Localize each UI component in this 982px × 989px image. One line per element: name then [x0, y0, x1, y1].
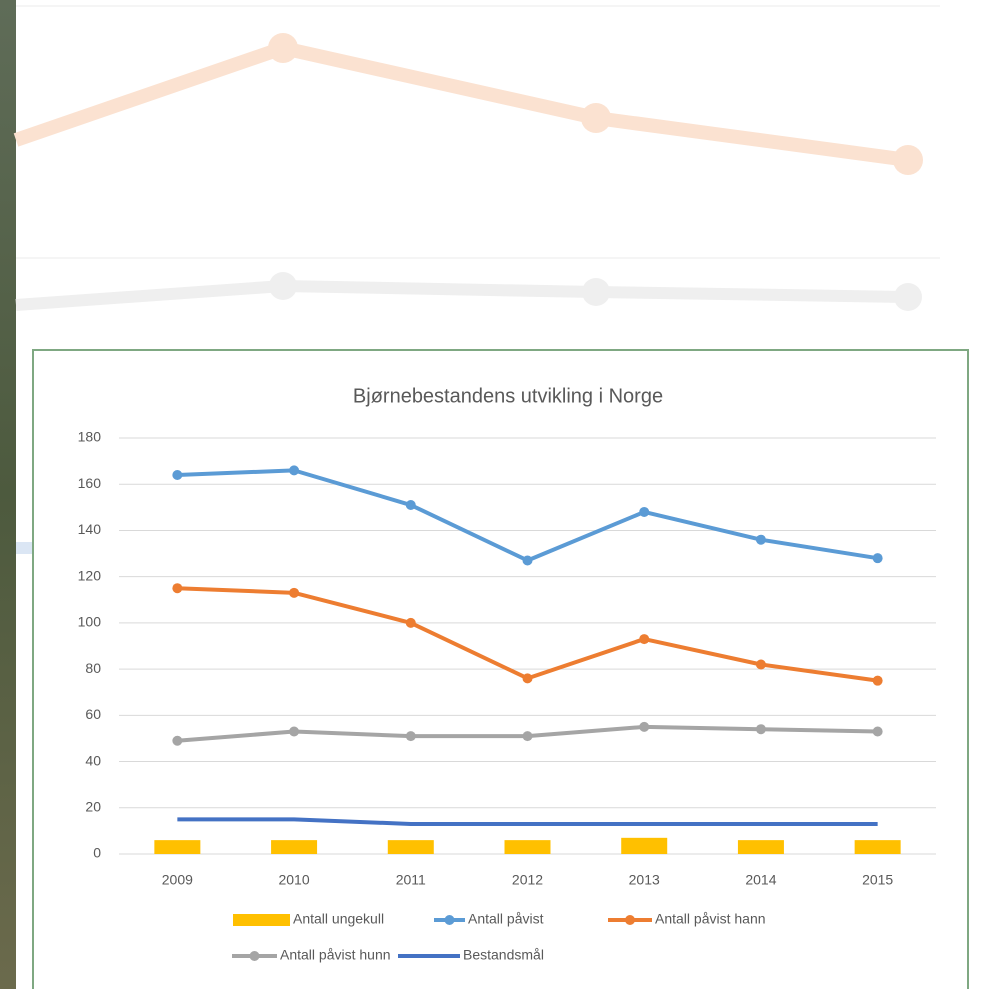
point	[756, 535, 766, 545]
bar	[154, 840, 200, 854]
point	[523, 731, 533, 741]
x-tick-label: 2009	[162, 872, 193, 888]
bar	[738, 840, 784, 854]
x-tick-label: 2011	[396, 872, 426, 888]
bar	[388, 840, 434, 854]
x-tick-label: 2013	[629, 872, 660, 888]
x-tick-label: 2014	[745, 872, 776, 888]
y-tick-label: 60	[85, 706, 101, 722]
screenshot: Bjørnebestandens utvikling i Norge 0 20 40…	[0, 0, 982, 989]
point	[289, 588, 299, 598]
legend-label: Antall påvist hunn	[280, 947, 391, 963]
page: Bjørnebestandens utvikling i Norge 0 20 40…	[0, 0, 982, 989]
point	[523, 673, 533, 683]
point	[172, 470, 182, 480]
legend-marker	[625, 915, 635, 925]
point	[172, 583, 182, 593]
y-tick-label: 40	[85, 752, 101, 768]
x-tick-label: 2012	[512, 872, 543, 888]
point	[873, 727, 883, 737]
x-tick-label: 2015	[862, 872, 893, 888]
legend-marker	[250, 951, 260, 961]
background-photo	[0, 0, 16, 989]
y-tick-label: 120	[78, 567, 102, 583]
point	[406, 500, 416, 510]
point	[406, 618, 416, 628]
point	[756, 659, 766, 669]
point	[639, 722, 649, 732]
y-tick-label: 160	[78, 475, 102, 491]
legend-label: Antall påvist hann	[655, 911, 766, 927]
bar	[621, 838, 667, 854]
x-tick-label: 2010	[278, 872, 309, 888]
point	[289, 727, 299, 737]
point	[756, 724, 766, 734]
bar	[505, 840, 551, 854]
point	[873, 553, 883, 563]
chart-title: Bjørnebestandens utvikling i Norge	[353, 385, 663, 407]
point	[289, 465, 299, 475]
y-tick-label: 100	[78, 614, 102, 630]
legend-label: Bestandsmål	[463, 947, 544, 963]
legend-label: Antall ungekull	[293, 911, 384, 927]
y-tick-label: 0	[93, 845, 101, 861]
legend-marker	[445, 915, 455, 925]
bar	[855, 840, 901, 854]
point	[873, 676, 883, 686]
y-tick-label: 20	[85, 798, 101, 814]
y-tick-label: 140	[78, 521, 102, 537]
point	[406, 731, 416, 741]
point	[639, 507, 649, 517]
y-tick-label: 180	[78, 429, 102, 445]
point	[639, 634, 649, 644]
bar	[271, 840, 317, 854]
y-tick-label: 80	[85, 660, 101, 676]
legend-label: Antall påvist	[468, 911, 544, 927]
point	[172, 736, 182, 746]
point	[523, 555, 533, 565]
legend-swatch	[233, 914, 290, 926]
